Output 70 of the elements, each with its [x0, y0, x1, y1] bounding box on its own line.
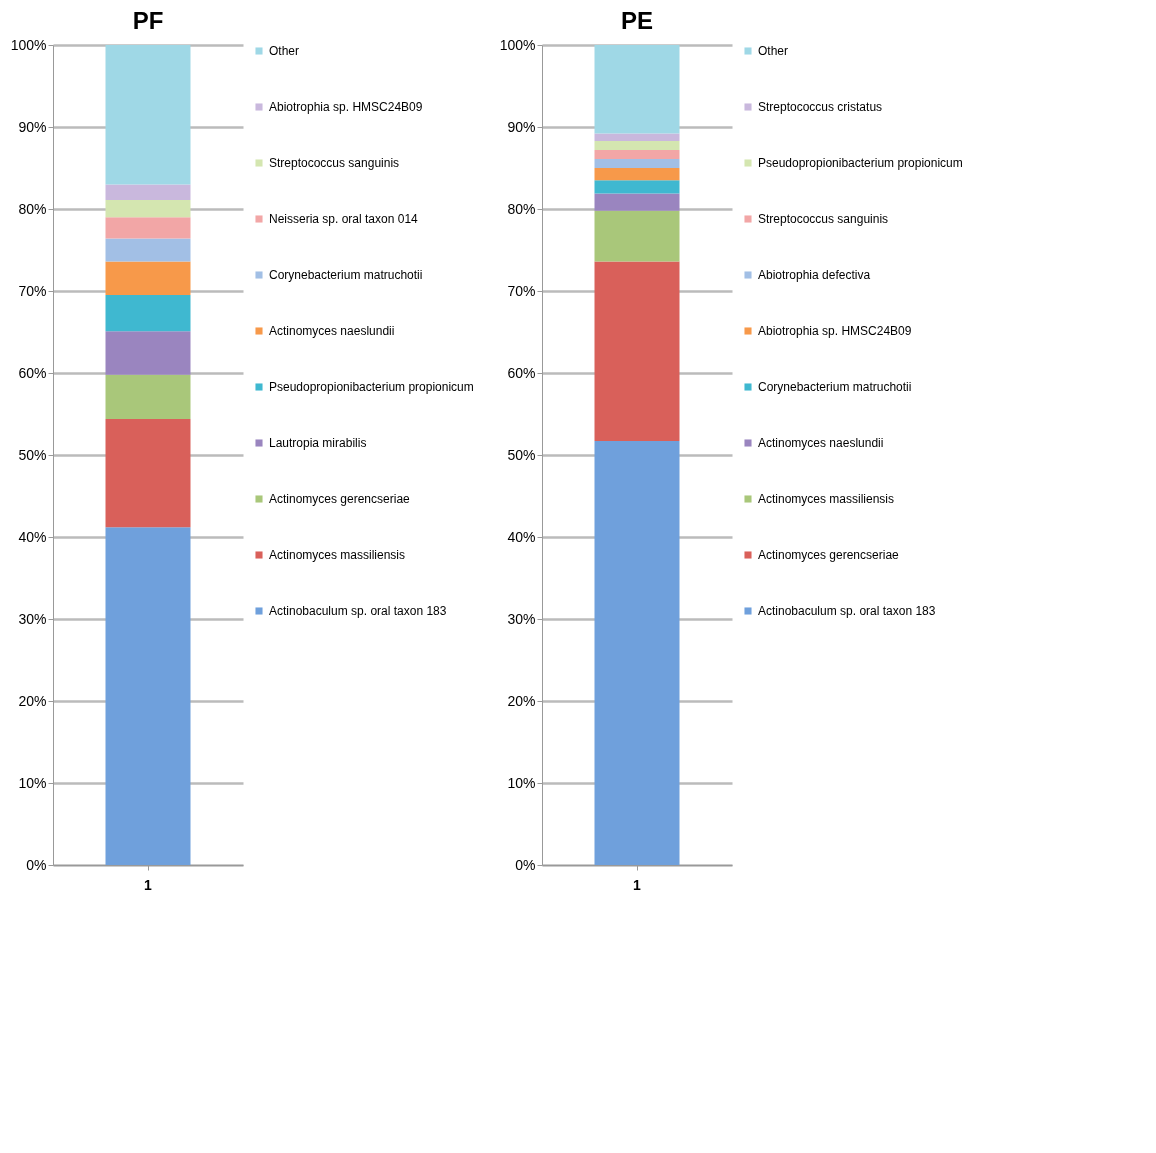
x-tick-label: 1 [144, 876, 153, 893]
y-tick-label: 60% [18, 364, 47, 381]
legend-label: Other [758, 44, 789, 58]
y-tick-label: 40% [18, 528, 47, 545]
bar [594, 133, 680, 141]
legend-label: Other [269, 44, 300, 58]
legend-label: Actinomyces massiliensis [758, 492, 895, 506]
bar [105, 238, 191, 262]
bar [594, 441, 680, 865]
legend-label: Streptococcus sanguinis [269, 156, 400, 170]
bar [594, 261, 680, 442]
bar [105, 199, 191, 218]
bar [105, 331, 191, 375]
legend-label: Streptococcus sanguinis [758, 212, 889, 226]
bar [594, 193, 680, 211]
bar [105, 374, 191, 419]
bar [594, 210, 680, 262]
legend-label: Actinomyces massiliensis [269, 548, 406, 562]
y-tick-label: 80% [507, 200, 536, 217]
legend-label: Abiotrophia sp. HMSC24B09 [758, 324, 912, 338]
legend-label: Actinobaculum sp. oral taxon 183 [269, 604, 447, 618]
y-tick-label: 0% [515, 856, 536, 873]
y-tick-label: 50% [507, 446, 536, 463]
chart-title: PF [132, 7, 164, 34]
y-tick-label: 70% [507, 282, 536, 299]
legend-label: Actinomyces gerencseriae [269, 492, 411, 506]
y-tick-label: 0% [26, 856, 47, 873]
legend-label: Actinomyces gerencseriae [758, 548, 900, 562]
bar [594, 149, 680, 159]
bar [105, 45, 191, 185]
legend-label: Neisseria sp. oral taxon 014 [269, 212, 419, 226]
y-tick-label: 50% [18, 446, 47, 463]
chart-title: PE [620, 7, 654, 34]
y-tick-label: 90% [507, 118, 536, 135]
bar [594, 45, 680, 134]
y-tick-label: 100% [499, 36, 536, 53]
bar [594, 168, 680, 181]
y-tick-label: 20% [18, 692, 47, 709]
bar [105, 295, 191, 332]
y-tick-label: 60% [507, 364, 536, 381]
bar [105, 418, 191, 528]
y-tick-label: 10% [18, 774, 47, 791]
legend-label: Abiotrophia defectiva [758, 268, 871, 282]
y-tick-label: 10% [507, 774, 536, 791]
bar [594, 180, 680, 194]
bar [105, 261, 191, 296]
legend-label: Actinomyces naeslundii [758, 436, 884, 450]
y-tick-label: 90% [18, 118, 47, 135]
y-tick-label: 20% [507, 692, 536, 709]
bar [594, 158, 680, 168]
legend-label: Corynebacterium matruchotii [758, 380, 912, 394]
bar [105, 217, 191, 239]
legend-label: Abiotrophia sp. HMSC24B09 [269, 100, 423, 114]
y-tick-label: 70% [18, 282, 47, 299]
bar [105, 184, 191, 200]
legend-label: Pseudopropionibacterium propionicum [269, 380, 474, 394]
legend-label: Corynebacterium matruchotii [269, 268, 423, 282]
y-tick-label: 80% [18, 200, 47, 217]
y-tick-label: 30% [507, 610, 536, 627]
y-tick-label: 30% [18, 610, 47, 627]
x-tick-label: 1 [633, 876, 642, 893]
bar [105, 527, 191, 865]
y-tick-label: 100% [10, 36, 47, 53]
y-tick-label: 40% [507, 528, 536, 545]
legend-label: Streptococcus cristatus [758, 100, 883, 114]
legend-label: Actinomyces naeslundii [269, 324, 395, 338]
bar [594, 140, 680, 150]
legend-label: Pseudopropionibacterium propionicum [758, 156, 963, 170]
legend-label: Lautropia mirabilis [269, 436, 367, 450]
legend-label: Actinobaculum sp. oral taxon 183 [758, 604, 936, 618]
